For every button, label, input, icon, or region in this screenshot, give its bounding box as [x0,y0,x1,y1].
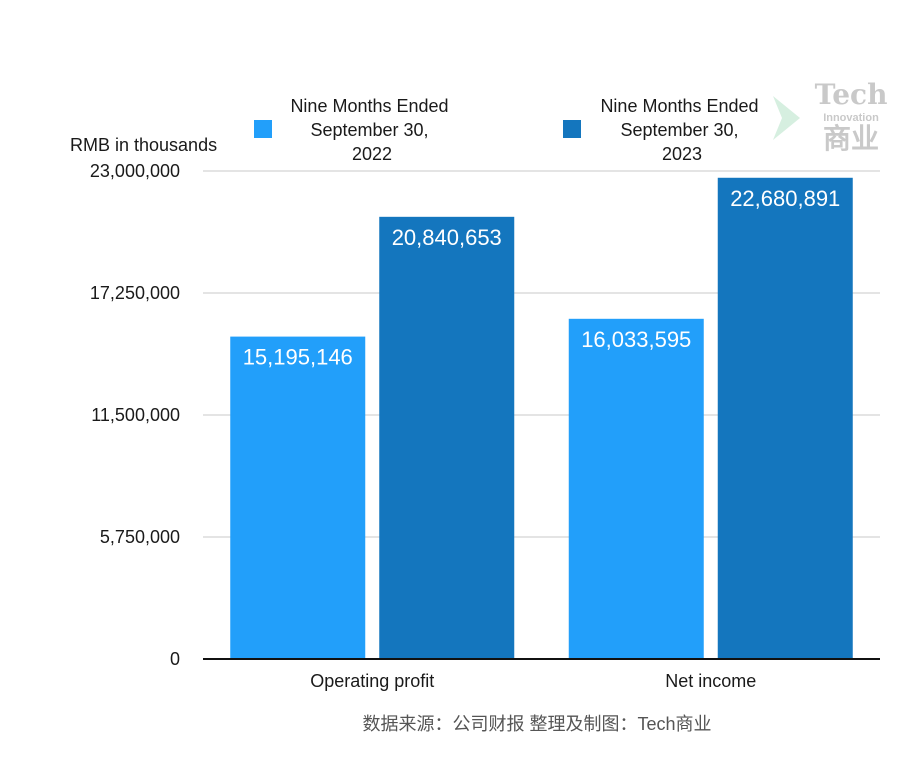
legend-swatch-2023 [563,120,581,138]
legend-2023-line-2: September 30, [620,120,738,140]
legend-label-2023: Nine Months Ended September 30, 2023 [600,96,763,164]
legend-swatch-2022 [254,120,272,138]
legend-2023-line-3: 2023 [662,144,702,164]
x-category-label-1: Net income [665,671,756,691]
bar-0-1 [379,216,515,659]
y-tick-label-2: 11,500,000 [91,405,180,425]
watermark-logo: Tech Innovation 商业 [773,78,887,155]
watermark-arrow-icon [773,96,800,140]
bar-value-label-1-0: 16,033,595 [581,327,691,352]
y-tick-label-1: 5,750,000 [100,527,180,547]
y-axis-title: RMB in thousands [70,135,217,155]
bar-0-0 [230,336,366,659]
bar-1-0 [568,318,704,659]
bar-value-label-0-1: 20,840,653 [392,225,502,250]
bar-1-1 [717,177,853,659]
source-note: 数据来源：公司财报 整理及制图：Tech商业 [362,714,711,734]
x-axis-categories: Operating profit Net income [310,671,756,691]
watermark-big: Tech [815,78,888,111]
y-axis-ticks: 0 5,750,000 11,500,000 17,250,000 23,000,000 [90,161,180,669]
legend-2022-line-2: September 30, [310,120,428,140]
y-tick-label-3: 17,250,000 [90,283,180,303]
bars [230,177,853,659]
legend-label-2022: Nine Months Ended September 30, 2022 [290,96,453,164]
watermark-cn: 商业 [823,122,879,155]
legend-2023-line-1: Nine Months Ended [600,96,758,116]
y-tick-label-0: 0 [170,649,180,669]
legend: Nine Months Ended September 30, 2022 Nin… [254,96,763,164]
legend-2022-line-3: 2022 [352,144,392,164]
bar-value-label-0-0: 15,195,146 [243,345,353,370]
y-tick-label-4: 23,000,000 [90,161,180,181]
x-category-label-0: Operating profit [310,671,434,691]
bar-labels: 15,195,146 20,840,653 16,033,595 22,680,891 [243,186,841,370]
bar-value-label-1-1: 22,680,891 [730,186,840,211]
legend-2022-line-1: Nine Months Ended [290,96,448,116]
watermark-small: Innovation [823,112,879,124]
